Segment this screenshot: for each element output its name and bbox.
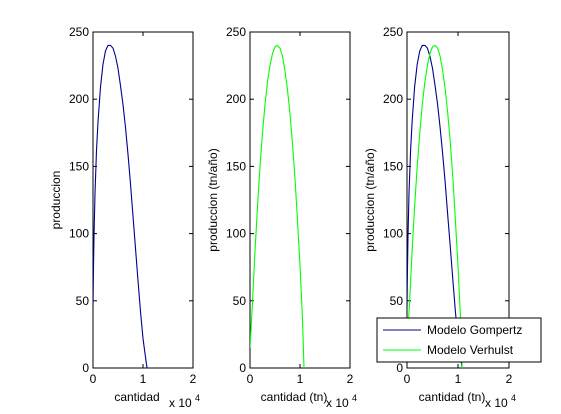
y-tick-label: 100	[69, 227, 89, 241]
y-tick-label: 150	[383, 159, 403, 173]
legend-box	[376, 317, 542, 363]
y-axis-label: produccion (tn/año)	[206, 148, 220, 251]
x-tick-label: 1	[140, 372, 147, 386]
y-tick-label: 0	[82, 361, 89, 375]
y-tick-label: 50	[76, 294, 90, 308]
plot-area	[249, 31, 351, 369]
x-tick-label: 1	[455, 372, 462, 386]
x-exponent-label: x 10	[485, 396, 508, 410]
y-tick-label: 50	[233, 294, 247, 308]
y-tick-label: 200	[226, 92, 246, 106]
x-tick-label: 1	[297, 372, 304, 386]
x-axis-label: cantidad (tn)	[419, 390, 486, 404]
x-exponent-power: 4	[352, 393, 357, 403]
y-axis-label: produccion	[49, 171, 63, 230]
series-line-1	[250, 44, 305, 368]
x-tick-label: 0	[404, 372, 411, 386]
legend-label: Modelo Verhulst	[427, 343, 514, 357]
y-tick-label: 100	[383, 227, 403, 241]
x-tick-label: 2	[347, 372, 354, 386]
x-exponent-label: x 10	[169, 396, 192, 410]
y-tick-label: 150	[226, 159, 246, 173]
y-tick-label: 200	[383, 92, 403, 106]
y-tick-label: 250	[383, 25, 403, 39]
x-exponent-power: 4	[195, 393, 200, 403]
y-tick-label: 0	[396, 361, 403, 375]
y-tick-label: 150	[69, 159, 89, 173]
y-tick-label: 0	[239, 361, 246, 375]
x-exponent-label: x 10	[326, 396, 349, 410]
series-line-2	[407, 44, 463, 368]
legend: Modelo Gompertz Modelo Verhulst	[376, 317, 542, 363]
y-axis-label: produccion (tn/año)	[363, 148, 377, 251]
x-exponent-power: 4	[511, 393, 516, 403]
chart-panel-1: 0 1 2 0 50 100 150 200 250 x 10 4 cantidad produccio…	[49, 25, 200, 410]
legend-label: Modelo Gompertz	[427, 323, 522, 337]
series-line-1	[407, 44, 463, 368]
x-tick-label: 0	[247, 372, 254, 386]
x-tick-label: 2	[506, 372, 513, 386]
y-tick-label: 50	[390, 294, 404, 308]
plot-area	[92, 31, 194, 369]
x-tick-label: 0	[90, 372, 97, 386]
series-line-1	[93, 44, 148, 368]
y-tick-label: 200	[69, 92, 89, 106]
y-tick-label: 250	[226, 25, 246, 39]
chart-panel-2: 0 1 2 0 50 100 150 200 250 x 10 4 cantidad (tn) prod…	[206, 25, 357, 410]
y-tick-label: 100	[226, 227, 246, 241]
y-tick-label: 250	[69, 25, 89, 39]
x-axis-label: cantidad (tn)	[261, 390, 328, 404]
x-tick-label: 2	[190, 372, 197, 386]
chart-panel-3: 0 1 2 0 50 100 150 200 250 x 10 4 cantidad (tn) prod…	[363, 25, 542, 410]
x-axis-label: cantidad	[114, 390, 159, 404]
